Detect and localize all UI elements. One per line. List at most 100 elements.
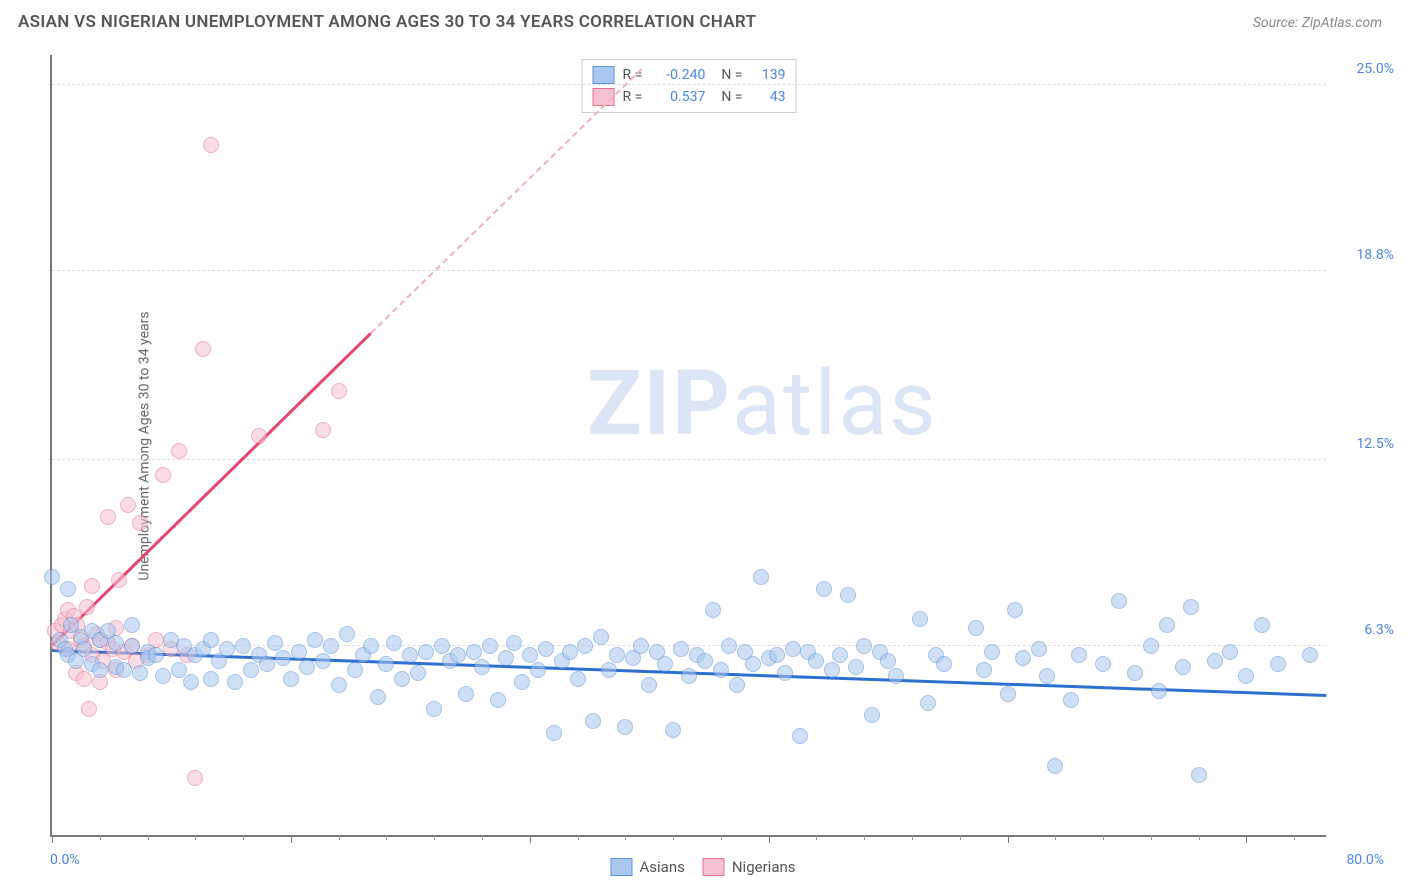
asians-point bbox=[657, 656, 673, 672]
asians-point bbox=[769, 647, 785, 663]
asians-point bbox=[1191, 767, 1207, 783]
asians-point bbox=[291, 644, 307, 660]
asians-point bbox=[323, 638, 339, 654]
asians-point bbox=[681, 668, 697, 684]
chart-legend: Asians Nigerians bbox=[611, 858, 796, 876]
asians-point bbox=[1063, 692, 1079, 708]
nigerians-point bbox=[195, 341, 211, 357]
asians-point bbox=[1183, 599, 1199, 615]
asians-point bbox=[498, 650, 514, 666]
asians-point bbox=[466, 644, 482, 660]
source-attribution: Source: ZipAtlas.com bbox=[1253, 12, 1382, 31]
x-tick-minor bbox=[1151, 835, 1152, 840]
asians-point bbox=[1015, 650, 1031, 666]
asians-point bbox=[394, 671, 410, 687]
x-axis-max-label: 80.0% bbox=[1346, 852, 1384, 868]
asians-point bbox=[808, 653, 824, 669]
x-tick-minor bbox=[100, 835, 101, 840]
asians-point bbox=[856, 638, 872, 654]
asians-point bbox=[60, 581, 76, 597]
asians-point bbox=[315, 653, 331, 669]
asians-point bbox=[1000, 686, 1016, 702]
x-tick-minor bbox=[1103, 835, 1104, 840]
asians-point bbox=[347, 662, 363, 678]
stat-n-label: N = bbox=[721, 67, 742, 83]
nigerians-point bbox=[171, 443, 187, 459]
asians-point bbox=[243, 662, 259, 678]
asians-point bbox=[530, 662, 546, 678]
asians-point bbox=[984, 644, 1000, 660]
asians-point bbox=[840, 587, 856, 603]
asians-point bbox=[1047, 758, 1063, 774]
asians-point bbox=[1039, 668, 1055, 684]
nigerians-point bbox=[315, 422, 331, 438]
asians-point bbox=[370, 689, 386, 705]
watermark-light: atlas bbox=[732, 351, 938, 456]
x-tick-minor bbox=[673, 835, 674, 840]
nigerians-n-value: 43 bbox=[750, 89, 785, 105]
asians-point bbox=[609, 647, 625, 663]
x-tick-minor bbox=[434, 835, 435, 840]
asians-point bbox=[824, 662, 840, 678]
asians-point bbox=[275, 650, 291, 666]
asians-point bbox=[593, 629, 609, 645]
asians-point bbox=[1007, 602, 1023, 618]
asians-point bbox=[617, 719, 633, 735]
y-tick-label: 6.3% bbox=[1364, 622, 1394, 638]
asians-point bbox=[44, 569, 60, 585]
asians-point bbox=[577, 638, 593, 654]
watermark: ZIPatlas bbox=[587, 351, 938, 456]
asians-point bbox=[570, 671, 586, 687]
x-tick-major bbox=[530, 835, 531, 843]
asians-point bbox=[426, 701, 442, 717]
asians-point bbox=[848, 659, 864, 675]
asians-point bbox=[920, 695, 936, 711]
asians-point bbox=[1175, 659, 1191, 675]
asians-point bbox=[713, 662, 729, 678]
asians-point bbox=[1222, 644, 1238, 660]
x-tick-minor bbox=[1199, 835, 1200, 840]
asians-point bbox=[888, 668, 904, 684]
stat-n-label: N = bbox=[721, 89, 742, 105]
asians-point bbox=[1270, 656, 1286, 672]
asians-point bbox=[880, 653, 896, 669]
asians-point bbox=[458, 686, 474, 702]
x-tick-minor bbox=[721, 835, 722, 840]
x-tick-minor bbox=[625, 835, 626, 840]
x-tick-major bbox=[769, 835, 770, 843]
legend-swatch-asians bbox=[611, 858, 633, 876]
asians-point bbox=[132, 665, 148, 681]
asians-point bbox=[546, 725, 562, 741]
asians-point bbox=[339, 626, 355, 642]
legend-swatch-nigerians bbox=[703, 858, 725, 876]
correlation-stats-box: R = -0.240 N = 139 R = 0.537 N = 43 bbox=[582, 59, 797, 113]
stat-r-label: R = bbox=[623, 89, 643, 105]
nigerians-point bbox=[203, 137, 219, 153]
asians-point bbox=[514, 674, 530, 690]
page-title: ASIAN VS NIGERIAN UNEMPLOYMENT AMONG AGE… bbox=[18, 12, 756, 32]
x-tick-minor bbox=[339, 835, 340, 840]
asians-point bbox=[227, 674, 243, 690]
asians-point bbox=[124, 638, 140, 654]
asians-point bbox=[148, 647, 164, 663]
stats-row-asians: R = -0.240 N = 139 bbox=[593, 64, 786, 86]
asians-point bbox=[816, 581, 832, 597]
asians-point bbox=[434, 638, 450, 654]
asians-point bbox=[474, 659, 490, 675]
asians-point bbox=[968, 620, 984, 636]
legend-item-nigerians: Nigerians bbox=[703, 858, 796, 876]
asians-point bbox=[633, 638, 649, 654]
asians-point bbox=[976, 662, 992, 678]
asians-point bbox=[1031, 641, 1047, 657]
nigerians-point bbox=[251, 428, 267, 444]
x-tick-major bbox=[1008, 835, 1009, 843]
asians-point bbox=[378, 656, 394, 672]
asians-point bbox=[155, 668, 171, 684]
asians-n-value: 139 bbox=[750, 67, 785, 83]
gridline-h bbox=[52, 84, 1326, 85]
asians-point bbox=[1143, 638, 1159, 654]
asians-point bbox=[267, 635, 283, 651]
y-tick-label: 18.8% bbox=[1356, 247, 1394, 263]
nigerians-point bbox=[331, 383, 347, 399]
asians-point bbox=[585, 713, 601, 729]
